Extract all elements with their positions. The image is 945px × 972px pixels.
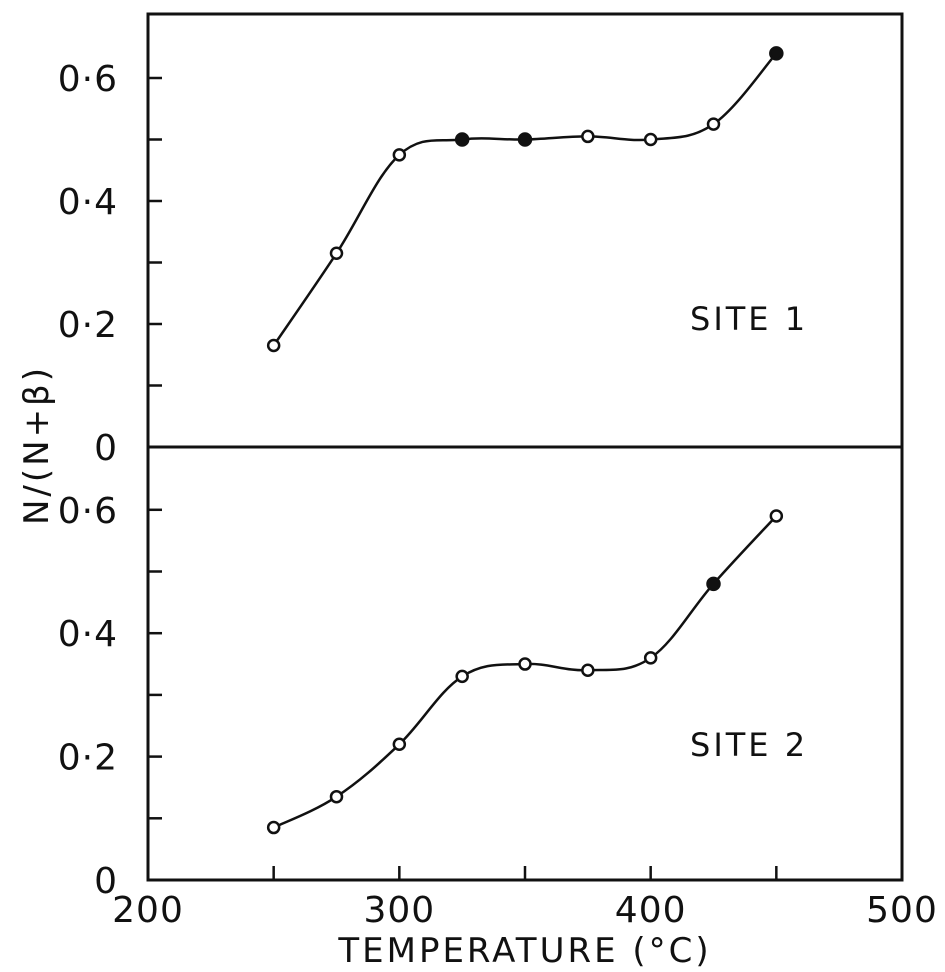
data-point-site-2 bbox=[455, 669, 469, 684]
y-tick-label-site-2: 0 bbox=[94, 861, 118, 902]
y-tick-label-site-1: 0·4 bbox=[58, 182, 118, 223]
y-tick-label-site-2: 0·4 bbox=[58, 614, 118, 655]
data-point-site-1 bbox=[581, 129, 595, 144]
data-point-site-2 bbox=[518, 657, 532, 671]
data-point-site-1 bbox=[454, 132, 470, 147]
x-axis-title: TEMPERATURE (°C) bbox=[337, 931, 711, 971]
data-point-site-2 bbox=[769, 509, 784, 523]
data-point-site-1 bbox=[769, 46, 784, 61]
series-line-site-2 bbox=[273, 515, 778, 829]
x-tick-label: 300 bbox=[363, 890, 435, 931]
data-point-site-1 bbox=[643, 132, 658, 147]
y-axis-title: N/(N+β) bbox=[17, 365, 57, 525]
data-point-site-1 bbox=[266, 338, 281, 353]
x-axis: 200 300 400 500 bbox=[112, 866, 938, 931]
data-point-site-1 bbox=[706, 117, 721, 131]
x-tick-label: 400 bbox=[615, 890, 687, 931]
x-tick-label: 500 bbox=[866, 890, 938, 931]
data-point-site-2 bbox=[706, 576, 721, 592]
y-tick-label-site-2: 0·2 bbox=[58, 738, 118, 779]
y-tick-label-site-1: 0·6 bbox=[58, 59, 118, 100]
data-point-site-1 bbox=[392, 148, 407, 162]
data-point-site-2 bbox=[266, 820, 281, 835]
y-tick-label-site-2: 0·6 bbox=[58, 491, 118, 532]
panel-label-site-2: SITE 2 bbox=[690, 726, 808, 764]
x-tick-label: 200 bbox=[112, 890, 184, 931]
series-line-site-1 bbox=[272, 52, 778, 347]
data-point-site-2 bbox=[643, 651, 658, 665]
panel-site-1: 0 0·2 0·4 0·6 SITE 1 bbox=[58, 46, 808, 469]
data-point-site-2 bbox=[392, 737, 407, 752]
data-point-site-2 bbox=[329, 789, 344, 804]
panel-site-2: 0 0·2 0·4 0·6 SITE 2 bbox=[58, 491, 808, 902]
data-point-site-1 bbox=[517, 132, 533, 147]
y-tick-label-site-1: 0·2 bbox=[58, 305, 118, 346]
y-tick-label-site-1: 0 bbox=[94, 428, 118, 469]
data-point-site-2 bbox=[581, 663, 595, 677]
data-point-site-1 bbox=[329, 246, 344, 261]
panel-label-site-1: SITE 1 bbox=[690, 300, 808, 338]
